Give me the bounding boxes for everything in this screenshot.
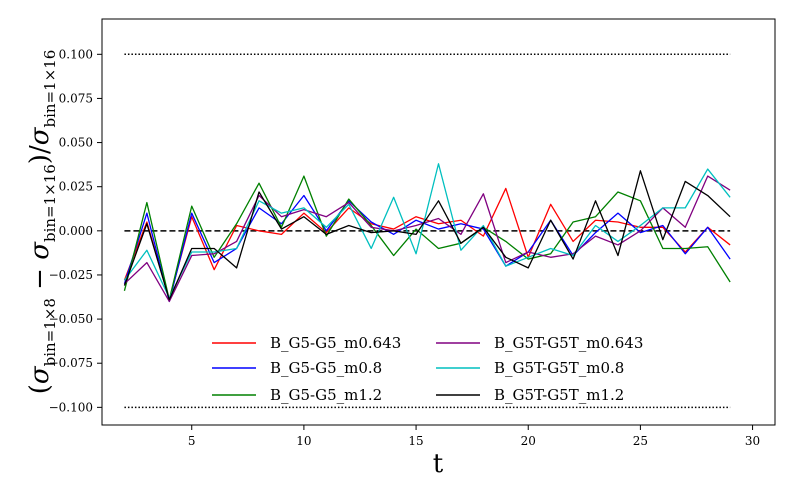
x-tick-label: 25 <box>633 434 648 448</box>
series-line-b-g5t-g5t-m0-643 <box>123 175 731 303</box>
legend-label: B_G5T-G5T_m0.643 <box>494 334 643 352</box>
y-tick-label: 0.075 <box>59 91 93 105</box>
y-tick-label: 0.000 <box>59 224 93 238</box>
x-tick-label: 5 <box>188 434 196 448</box>
x-axis-ticks: 5 10 15 20 25 30 <box>188 425 760 448</box>
x-axis-label: t <box>433 449 444 479</box>
series-line-b-g5-g5-m0-643 <box>123 187 731 301</box>
series-line-b-g5t-g5t-m0-8 <box>123 163 731 299</box>
y-tick-label: −0.100 <box>49 400 93 414</box>
y-tick-label: −0.025 <box>49 268 93 282</box>
legend-label: B_G5T-G5T_m0.8 <box>494 359 624 377</box>
y-tick-label: −0.050 <box>49 312 93 326</box>
x-tick-label: 20 <box>521 434 536 448</box>
legend: B_G5-G5_m0.643 B_G5-G5_m0.8 B_G5-G5_m1.2 B_… <box>212 334 643 404</box>
y-axis-ticks: −0.100 −0.075 −0.050 −0.025 0.000 0.025 0.050 0… <box>49 47 102 414</box>
x-tick-label: 30 <box>745 434 760 448</box>
y-tick-label: 0.050 <box>59 136 93 150</box>
legend-label: B_G5-G5_m0.643 <box>270 334 401 352</box>
y-tick-label: −0.075 <box>49 356 93 370</box>
y-tick-label: 0.025 <box>59 180 93 194</box>
y-axis-label: (σbin=1×8 − σbin=1×16)/σbin=1×16 <box>25 50 59 395</box>
x-tick-label: 10 <box>296 434 311 448</box>
series-lines <box>123 163 731 303</box>
series-line-b-g5-g5-m1-2 <box>123 175 731 301</box>
reference-lines <box>124 53 731 409</box>
legend-label: B_G5T-G5T_m1.2 <box>494 386 624 404</box>
legend-label: B_G5-G5_m0.8 <box>270 359 382 377</box>
series-line-b-g5t-g5t-m1-2 <box>123 170 731 301</box>
series-line-b-g5-g5-m0-8 <box>123 194 731 303</box>
y-tick-label: 0.100 <box>59 47 93 61</box>
x-tick-label: 15 <box>408 434 423 448</box>
legend-label: B_G5-G5_m1.2 <box>270 386 382 404</box>
plot-area-frame <box>101 18 776 426</box>
